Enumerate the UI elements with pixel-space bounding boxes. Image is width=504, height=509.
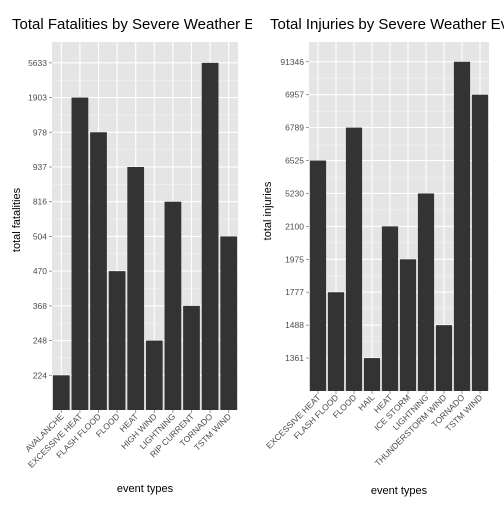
- injuries-bar-tstm-wind: [471, 94, 489, 391]
- fatalities-bars: [52, 62, 238, 410]
- injuries-y-tick-label: 1488: [285, 320, 304, 330]
- fatalities-y-tick-label: 978: [33, 127, 47, 137]
- fatalities-bar-lightning: [164, 201, 182, 410]
- injuries-y-tick-label: 1777: [285, 287, 304, 297]
- fatalities-y-axis-label: total fatalities: [11, 187, 23, 252]
- injuries-y-tick-label: 1975: [285, 254, 304, 264]
- injuries-y-tick-label: 2100: [285, 221, 304, 231]
- injuries-bar-tornado: [453, 61, 471, 391]
- fatalities-y-tick-label: 5633: [28, 58, 47, 68]
- fatalities-y-tick-label: 1903: [28, 93, 47, 103]
- fatalities-y-tick-label: 248: [33, 336, 47, 346]
- fatalities-y-tick-label: 504: [33, 231, 47, 241]
- injuries-bar-ice-storm: [399, 259, 417, 391]
- fatalities-chart: 224 248 368 470 504 816 937 978 1903 5633 AVALANC…: [11, 16, 262, 495]
- injuries-bar-lightning: [417, 193, 435, 391]
- fatalities-y-tick-label: 470: [33, 266, 47, 276]
- injuries-bar-hail: [363, 358, 381, 391]
- injuries-y-tick-label: 6957: [285, 90, 304, 100]
- fatalities-bar-heat: [127, 166, 145, 410]
- fatalities-bar-avalanche: [52, 375, 70, 410]
- fatalities-bar-excessive-heat: [71, 97, 89, 410]
- injuries-x-axis-label: event types: [371, 485, 428, 497]
- injuries-chart-title: Total Injuries by Severe Weather Ev: [270, 16, 504, 33]
- injuries-y-axis-label: total injuries: [262, 181, 274, 240]
- injuries-chart: 1361 1488 1777 1975 2100 5230 6525 6789 6957 9134…: [262, 16, 504, 497]
- injuries-y-tick-label: 91346: [280, 57, 304, 67]
- injuries-bar-flood: [345, 127, 363, 392]
- fatalities-y-tick-label: 816: [33, 197, 47, 207]
- injuries-y-axis: 1361 1488 1777 1975 2100 5230 6525 6789 6957 9134…: [280, 57, 309, 363]
- injuries-y-tick-label: 1361: [285, 353, 304, 363]
- fatalities-chart-title: Total Fatalities by Severe Weather Ev: [12, 16, 262, 33]
- fatalities-y-tick-label: 224: [33, 370, 47, 380]
- injuries-bar-thunderstorm-wind: [435, 325, 453, 391]
- injuries-y-tick-label: 6789: [285, 123, 304, 133]
- fatalities-bar-tstm-wind: [220, 236, 238, 410]
- fatalities-y-tick-label: 937: [33, 162, 47, 172]
- injuries-y-tick-label: 6525: [285, 156, 304, 166]
- fatalities-bar-rip-current: [183, 305, 200, 410]
- fatalities-y-axis: 224 248 368 470 504 816 937 978 1903 5633: [28, 58, 52, 380]
- injuries-bar-heat: [381, 226, 399, 391]
- fatalities-x-axis-label: event types: [117, 483, 174, 495]
- fatalities-bar-flood: [108, 271, 126, 410]
- injuries-bars: [309, 61, 489, 392]
- fatalities-bar-tornado: [201, 62, 219, 410]
- injuries-y-tick-label: 5230: [285, 188, 304, 198]
- fatalities-bar-flash-flood: [90, 132, 107, 410]
- injuries-bar-flash-flood: [327, 292, 345, 391]
- injuries-bar-excessive-heat: [309, 160, 327, 391]
- fatalities-y-tick-label: 368: [33, 301, 47, 311]
- fatalities-bar-high-wind: [145, 340, 163, 410]
